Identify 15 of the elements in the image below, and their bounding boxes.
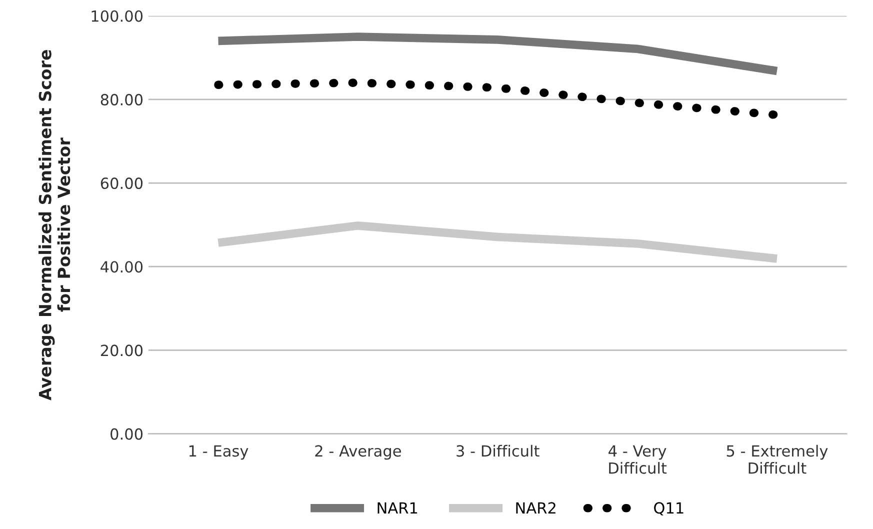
legend-label: NAR2: [516, 502, 556, 514]
x-tick-label: 2 - Average: [315, 445, 401, 460]
y-tick-label: 20.00: [100, 344, 143, 356]
y-axis-title: Average Normalized Sentiment Score for Positive Vector: [38, 50, 70, 400]
y-tick-label: 80.00: [100, 94, 143, 106]
x-tick-label: 5 - Extremely Difficult: [726, 444, 828, 474]
legend-label: NAR1: [378, 502, 418, 514]
x-tick-label: 1 - Easy: [189, 445, 248, 460]
y-tick-label: 40.00: [100, 261, 143, 273]
x-tick-label: 3 - Difficult: [456, 444, 540, 457]
y-tick-label: 0.00: [110, 428, 143, 440]
y-tick-label: 60.00: [100, 178, 143, 190]
legend-label: Q11: [654, 502, 684, 516]
x-tick-label: 4 - Very Difficult: [608, 445, 667, 474]
y-tick-label: 100.00: [92, 10, 143, 22]
